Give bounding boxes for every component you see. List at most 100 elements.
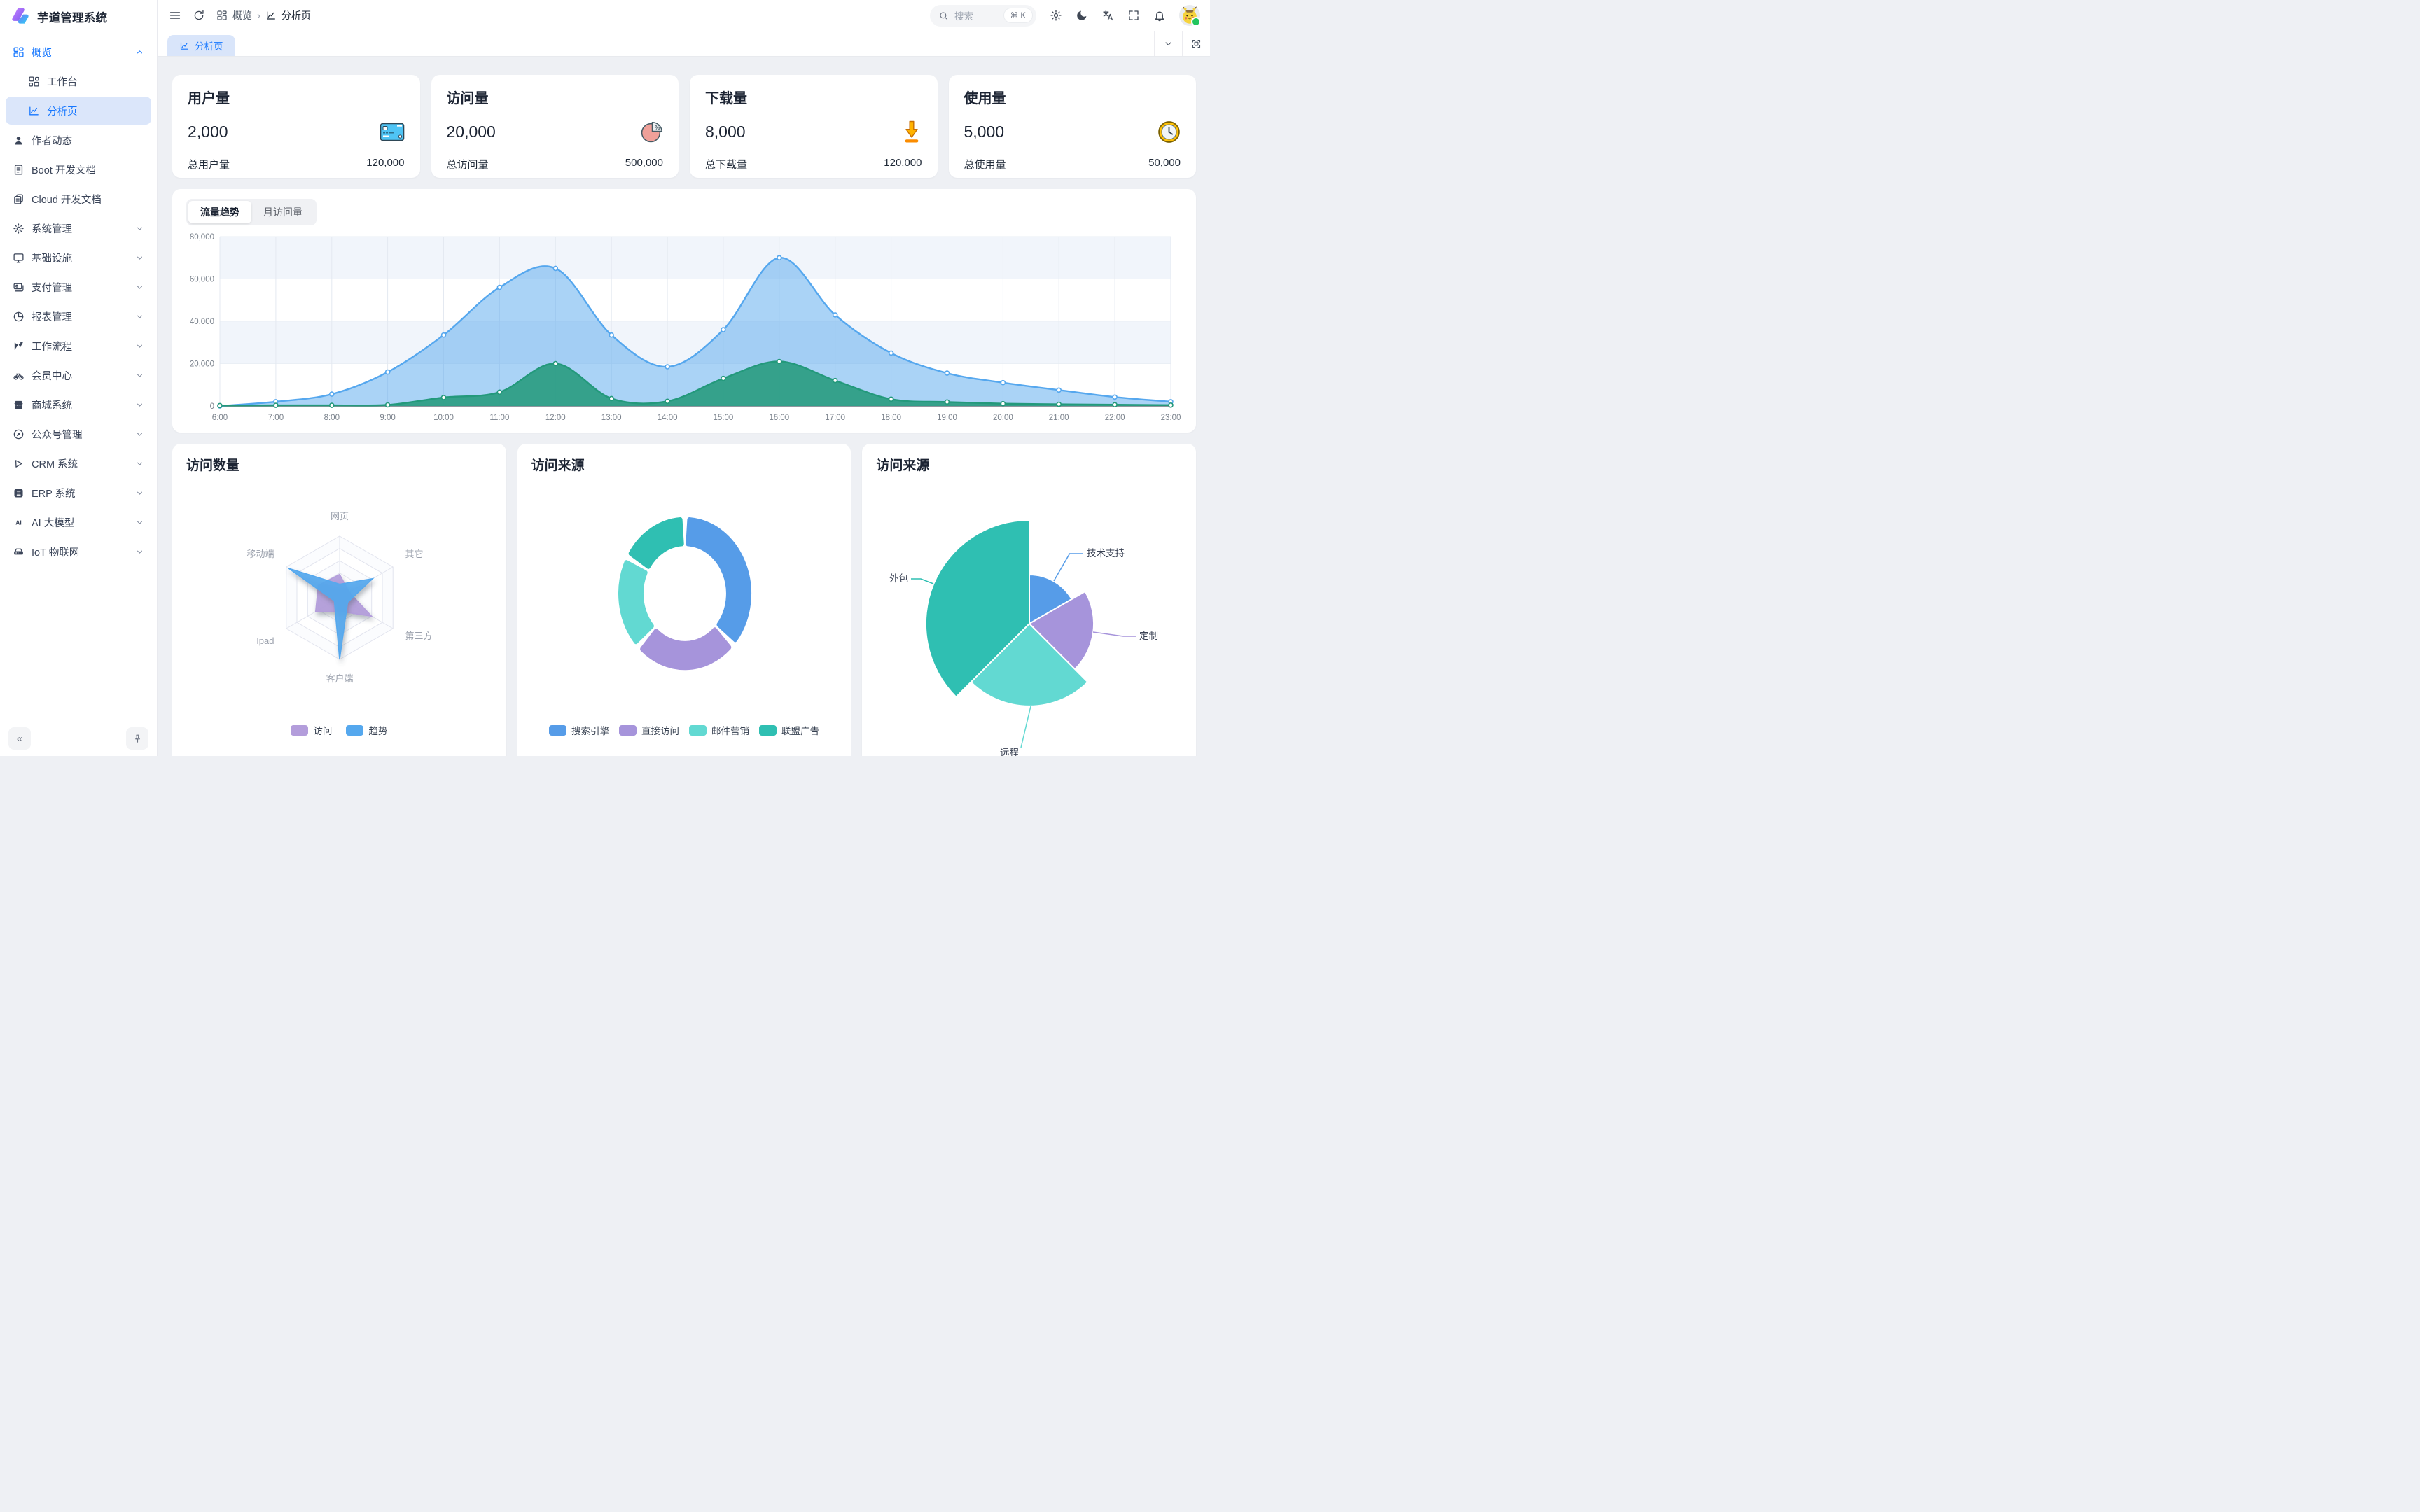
sidebar-item-erp[interactable]: ERP 系统	[6, 479, 151, 507]
bell-icon[interactable]	[1153, 9, 1166, 22]
stat-footer-label: 总访问量	[446, 159, 489, 171]
svg-text:15:00: 15:00	[714, 414, 734, 422]
hamburger-menu-icon[interactable]	[169, 9, 181, 22]
traffic-tabs: 流量趋势 月访问量	[186, 199, 317, 225]
pay-icon	[13, 281, 25, 293]
legend-item-趋势[interactable]: 趋势	[346, 723, 387, 737]
search-icon	[938, 10, 949, 21]
svg-text:13:00: 13:00	[601, 414, 622, 422]
content-fullscreen-icon[interactable]	[1182, 31, 1210, 56]
sidebar-item-pay[interactable]: 支付管理	[6, 273, 151, 301]
fullscreen-icon[interactable]	[1127, 9, 1140, 22]
sidebar-item-infra[interactable]: 基础设施	[6, 244, 151, 272]
sidebar-item-workbench[interactable]: 工作台	[6, 67, 151, 95]
ai-icon: AI	[13, 517, 25, 528]
avatar[interactable]	[1179, 5, 1201, 27]
sidebar-item-mall[interactable]: 商城系统	[6, 391, 151, 419]
sidebar-item-label: 分析页	[47, 106, 78, 118]
sidebar-item-ai[interactable]: AI AI 大模型	[6, 508, 151, 536]
tab-list-chevron-down-icon[interactable]	[1154, 31, 1182, 56]
refresh-icon[interactable]	[193, 9, 205, 22]
sidebar-item-boot-doc[interactable]: Boot 开发文档	[6, 155, 151, 183]
svg-text:8:00: 8:00	[324, 414, 340, 422]
sidebar-item-label: ERP 系统	[32, 488, 76, 500]
sidebar-item-label: 工作流程	[32, 341, 72, 353]
sidebar-item-overview[interactable]: 概览	[6, 38, 151, 66]
sidebar-item-analysis[interactable]: 分析页	[6, 97, 151, 125]
sidebar-pin-button[interactable]	[126, 727, 148, 750]
chevron-down-icon	[135, 400, 144, 410]
legend-item-搜索引擎[interactable]: 搜索引擎	[549, 723, 609, 737]
breadcrumb-item-analysis[interactable]: 分析页	[281, 10, 311, 21]
chevron-down-icon	[135, 312, 144, 321]
docs-icon	[13, 193, 25, 205]
svg-text:定制: 定制	[1139, 631, 1158, 641]
legend-item-邮件营销[interactable]: 邮件营销	[689, 723, 749, 737]
svg-text:AI: AI	[15, 519, 22, 526]
topbar-right: 搜索 ⌘ K	[930, 4, 1201, 27]
search-input[interactable]: 搜索 ⌘ K	[930, 4, 1036, 27]
sidebar-item-iot[interactable]: IoT 物联网	[6, 538, 151, 566]
sidebar-item-label: 基础设施	[32, 253, 72, 265]
stat-card-访问量: 访问量 20,000% 总访问量 500,000	[431, 75, 679, 178]
legend-item-联盟广告[interactable]: 联盟广告	[759, 723, 819, 737]
traffic-area-chart: 0 20,000 40,000 60,000 80,000 6:00 7:00 8:00 9:0…	[190, 233, 1181, 422]
stat-cards-row: 用户量 2,000 总用户量 120,000 访问量 20,000% 总访问量 500,000…	[172, 75, 1196, 178]
app-root: 芋道管理系统 概览 工作台 分析页 作者动态 Boot 开发文档 Cloud 开发文档 系统…	[0, 0, 1210, 756]
svg-text:19:00: 19:00	[937, 414, 957, 422]
chevron-up-icon	[135, 48, 144, 57]
svg-text:12:00: 12:00	[545, 414, 566, 422]
moon-icon[interactable]	[1076, 9, 1088, 22]
svg-text:23:00: 23:00	[1161, 414, 1181, 422]
credit-card-icon	[380, 122, 405, 142]
sidebar-item-cloud-doc[interactable]: Cloud 开发文档	[6, 185, 151, 213]
svg-text:第三方: 第三方	[405, 631, 433, 641]
stat-footer-value: 500,000	[625, 157, 663, 169]
chevron-down-icon	[135, 283, 144, 292]
translate-icon[interactable]	[1101, 9, 1114, 22]
stat-footer-label: 总用户量	[188, 159, 230, 171]
sidebar-item-crm[interactable]: CRM 系统	[6, 449, 151, 477]
stat-card-value: 8,000	[705, 122, 746, 141]
sidebar-menu: 概览工作台分析页作者动态 Boot 开发文档 Cloud 开发文档 系统管理基础设施支…	[0, 34, 157, 721]
stat-card-下载量: 下载量 8,000 总下载量 120,000	[690, 75, 938, 178]
chevron-down-icon	[135, 547, 144, 556]
breadcrumb-item-overview[interactable]: 概览	[232, 10, 252, 21]
sidebar-item-author[interactable]: 作者动态	[6, 126, 151, 154]
legend-item-直接访问[interactable]: 直接访问	[619, 723, 679, 737]
tab-analysis[interactable]: 分析页	[167, 35, 235, 56]
svg-text:远程: 远程	[1000, 748, 1019, 756]
legend-item-访问[interactable]: 访问	[291, 723, 332, 737]
sidebar-item-report[interactable]: 报表管理	[6, 302, 151, 330]
logo[interactable]: 芋道管理系统	[0, 0, 157, 34]
svg-text:%: %	[655, 124, 660, 130]
search-shortcut-badge: ⌘ K	[1003, 8, 1033, 23]
sidebar-item-label: 工作台	[47, 76, 78, 88]
svg-text:网页: 网页	[331, 511, 349, 522]
sidebar-item-mp[interactable]: 公众号管理	[6, 420, 151, 448]
sidebar-item-member[interactable]: 会员中心	[6, 361, 151, 389]
chevron-down-icon	[135, 489, 144, 498]
card-title: 访问来源	[876, 458, 930, 473]
sidebar: 芋道管理系统 概览工作台分析页作者动态 Boot 开发文档 Cloud 开发文档 系统…	[0, 0, 158, 756]
svg-text:22:00: 22:00	[1105, 414, 1125, 422]
pie-percent-icon: %	[640, 120, 663, 144]
chart-icon	[265, 10, 277, 21]
legend-swatch	[346, 724, 364, 736]
grid-icon	[216, 10, 228, 21]
svg-text:0: 0	[210, 402, 214, 411]
sidebar-item-system[interactable]: 系统管理	[6, 214, 151, 242]
stat-footer-value: 120,000	[884, 157, 922, 169]
bike-icon	[13, 370, 25, 382]
svg-text:7:00: 7:00	[268, 414, 284, 422]
tab-monthly-visits[interactable]: 月访问量	[263, 206, 302, 218]
analysis-icon	[28, 105, 40, 117]
iot-icon	[13, 546, 25, 558]
svg-text:80,000: 80,000	[190, 233, 214, 241]
sidebar-item-label: CRM 系统	[32, 458, 78, 470]
sidebar-item-workflow[interactable]: 工作流程	[6, 332, 151, 360]
svg-text:21:00: 21:00	[1049, 414, 1069, 422]
tab-traffic-trend[interactable]: 流量趋势	[188, 201, 251, 223]
sidebar-collapse-button[interactable]: «	[8, 727, 31, 750]
settings-icon[interactable]	[1050, 9, 1062, 22]
